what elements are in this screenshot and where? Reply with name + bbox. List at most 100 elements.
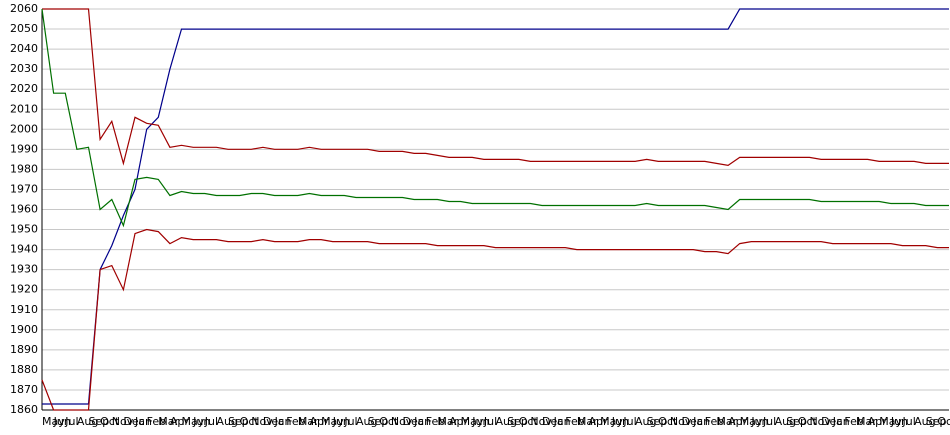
x-tick-label: Dec [542, 415, 563, 428]
x-tick-label: Aug [77, 415, 98, 428]
x-tick-label: Mar [716, 415, 737, 428]
y-tick-label: 1940 [10, 243, 38, 256]
y-tick-label: 1950 [10, 223, 38, 236]
x-tick-label: Jul [622, 415, 636, 428]
x-tick-label: Sep [368, 415, 389, 428]
x-tick-label: Jun [750, 415, 768, 428]
x-tick-label: May [879, 415, 902, 428]
y-tick-label: 1890 [10, 343, 38, 356]
x-tick-label: Mar [577, 415, 598, 428]
y-tick-label: 1960 [10, 203, 38, 216]
x-tick-label: Nov [809, 415, 831, 428]
y-tick-label: 2020 [10, 82, 38, 95]
x-tick-label: Apr [449, 415, 469, 428]
y-tick-label: 1910 [10, 303, 38, 316]
series-line [42, 8, 949, 167]
x-tick-label: Apr [868, 415, 888, 428]
y-tick-label: 1900 [10, 323, 38, 336]
x-tick-label: Oct [240, 415, 260, 428]
x-tick-label: Jun [611, 415, 629, 428]
x-tick-label: Feb [705, 415, 724, 428]
x-tick-label: Oct [519, 415, 539, 428]
y-tick-label: 1930 [10, 263, 38, 276]
x-tick-label: Dec [821, 415, 842, 428]
x-tick-label: Jun [332, 415, 350, 428]
x-tick-label: Apr [170, 415, 190, 428]
y-tick-label: 1880 [10, 363, 38, 376]
x-tick-label: Jan [413, 415, 431, 428]
x-tick-label: Sep [786, 415, 807, 428]
x-tick-label: Sep [228, 415, 249, 428]
x-tick-label: Apr [589, 415, 609, 428]
x-tick-label: Apr [728, 415, 748, 428]
x-tick-label: Jul [483, 415, 497, 428]
x-tick-label: Aug [914, 415, 935, 428]
series-line [42, 8, 949, 405]
x-tick-label: Jan [692, 415, 710, 428]
x-tick-label: Sep [89, 415, 110, 428]
x-tick-label: Aug [775, 415, 796, 428]
x-tick-label: Dec [263, 415, 284, 428]
x-tick-label: Oct [798, 415, 818, 428]
x-tick-label: May [740, 415, 763, 428]
x-tick-label: May [461, 415, 484, 428]
x-tick-label: Apr [309, 415, 329, 428]
x-tick-label: Feb [844, 415, 863, 428]
x-tick-label: Jun [471, 415, 489, 428]
series-line [41, 8, 949, 228]
x-tick-label: May [182, 415, 205, 428]
x-tick-label: Jul [901, 415, 915, 428]
y-tick-label: 1920 [10, 283, 38, 296]
x-tick-label: Oct [100, 415, 120, 428]
y-tick-label: 1980 [10, 162, 38, 175]
x-tick-label: Oct [379, 415, 399, 428]
x-tick-label: Jun [192, 415, 210, 428]
y-tick-label: 1870 [10, 383, 38, 396]
x-tick-label: Sep [926, 415, 947, 428]
x-tick-label: Jul [204, 415, 218, 428]
x-tick-label: Sep [507, 415, 528, 428]
x-tick-label: Jan [553, 415, 571, 428]
x-tick-label: May [600, 415, 623, 428]
x-tick-label: May [321, 415, 344, 428]
y-tick-label: 2050 [10, 22, 38, 35]
x-tick-label: Feb [426, 415, 445, 428]
x-tick-label: Feb [286, 415, 305, 428]
x-tick-label: Jul [343, 415, 357, 428]
x-tick-label: May [42, 415, 65, 428]
x-tick-label: Mar [158, 415, 179, 428]
x-tick-label: Dec [123, 415, 144, 428]
x-tick-label: Aug [496, 415, 517, 428]
x-tick-label: Aug [216, 415, 237, 428]
x-tick-label: Nov [670, 415, 692, 428]
x-tick-label: Feb [147, 415, 166, 428]
y-tick-label: 2010 [10, 102, 38, 115]
x-tick-label: Jan [274, 415, 292, 428]
x-tick-label: Oct [658, 415, 678, 428]
x-tick-label: Dec [402, 415, 423, 428]
x-tick-label: Jan [134, 415, 152, 428]
x-tick-label: Feb [565, 415, 584, 428]
x-tick-label: Nov [530, 415, 552, 428]
x-tick-label: Mar [298, 415, 319, 428]
y-tick-label: 2060 [10, 2, 38, 15]
x-tick-label: Jun [890, 415, 908, 428]
x-tick-label: Oct [937, 415, 950, 428]
y-tick-label: 1990 [10, 142, 38, 155]
x-tick-label: Nov [112, 415, 134, 428]
series-line [41, 228, 949, 411]
y-tick-label: 1860 [10, 403, 38, 416]
y-tick-label: 2030 [10, 62, 38, 75]
x-tick-label: Jun [53, 415, 71, 428]
x-tick-label: Jul [64, 415, 78, 428]
x-tick-label: Aug [635, 415, 656, 428]
x-tick-label: Nov [251, 415, 273, 428]
y-tick-label: 1970 [10, 182, 38, 195]
x-tick-label: Jan [832, 415, 850, 428]
x-tick-label: Sep [647, 415, 668, 428]
x-tick-label: Aug [356, 415, 377, 428]
y-tick-label: 2000 [10, 122, 38, 135]
x-tick-label: Nov [391, 415, 413, 428]
x-tick-label: Mar [437, 415, 458, 428]
